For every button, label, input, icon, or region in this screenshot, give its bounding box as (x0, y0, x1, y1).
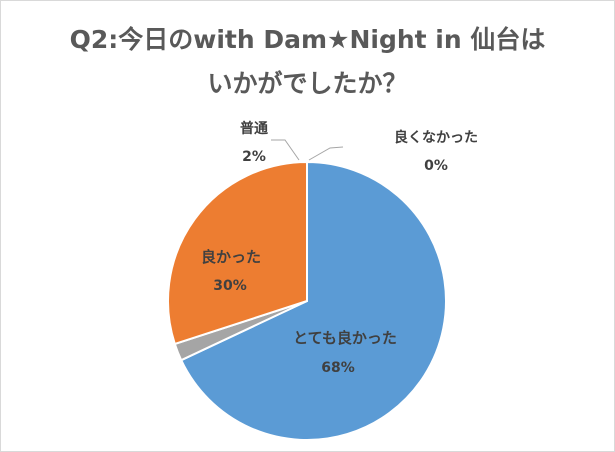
slice-totemo-yokatta (179, 160, 447, 441)
slice-yokatta (167, 160, 308, 346)
pie-slices (167, 160, 447, 441)
label-yokunakatta: 良くなかった (394, 129, 478, 146)
value-yokatta: 30% (213, 278, 247, 294)
label-yokatta: 良かった (201, 248, 261, 266)
chart-title-line-2: いかがでしたか？ (207, 69, 408, 98)
leader-line-yokunakatta (308, 146, 344, 161)
label-totemo-yokatta: とても良かった (293, 329, 397, 347)
value-yokunakatta: 0% (424, 158, 448, 174)
label-futsuu: 普通 (240, 120, 268, 137)
leader-line-futsuu (271, 139, 300, 161)
value-totemo-yokatta: 68% (321, 360, 355, 376)
value-futsuu: 2% (242, 149, 266, 165)
chart-title: Q2:今日のwith Dam★Night in 仙台は いかがでしたか？ (0, 18, 615, 106)
chart-title-line-1: Q2:今日のwith Dam★Night in 仙台は (69, 25, 546, 54)
leader-lines (271, 139, 344, 161)
